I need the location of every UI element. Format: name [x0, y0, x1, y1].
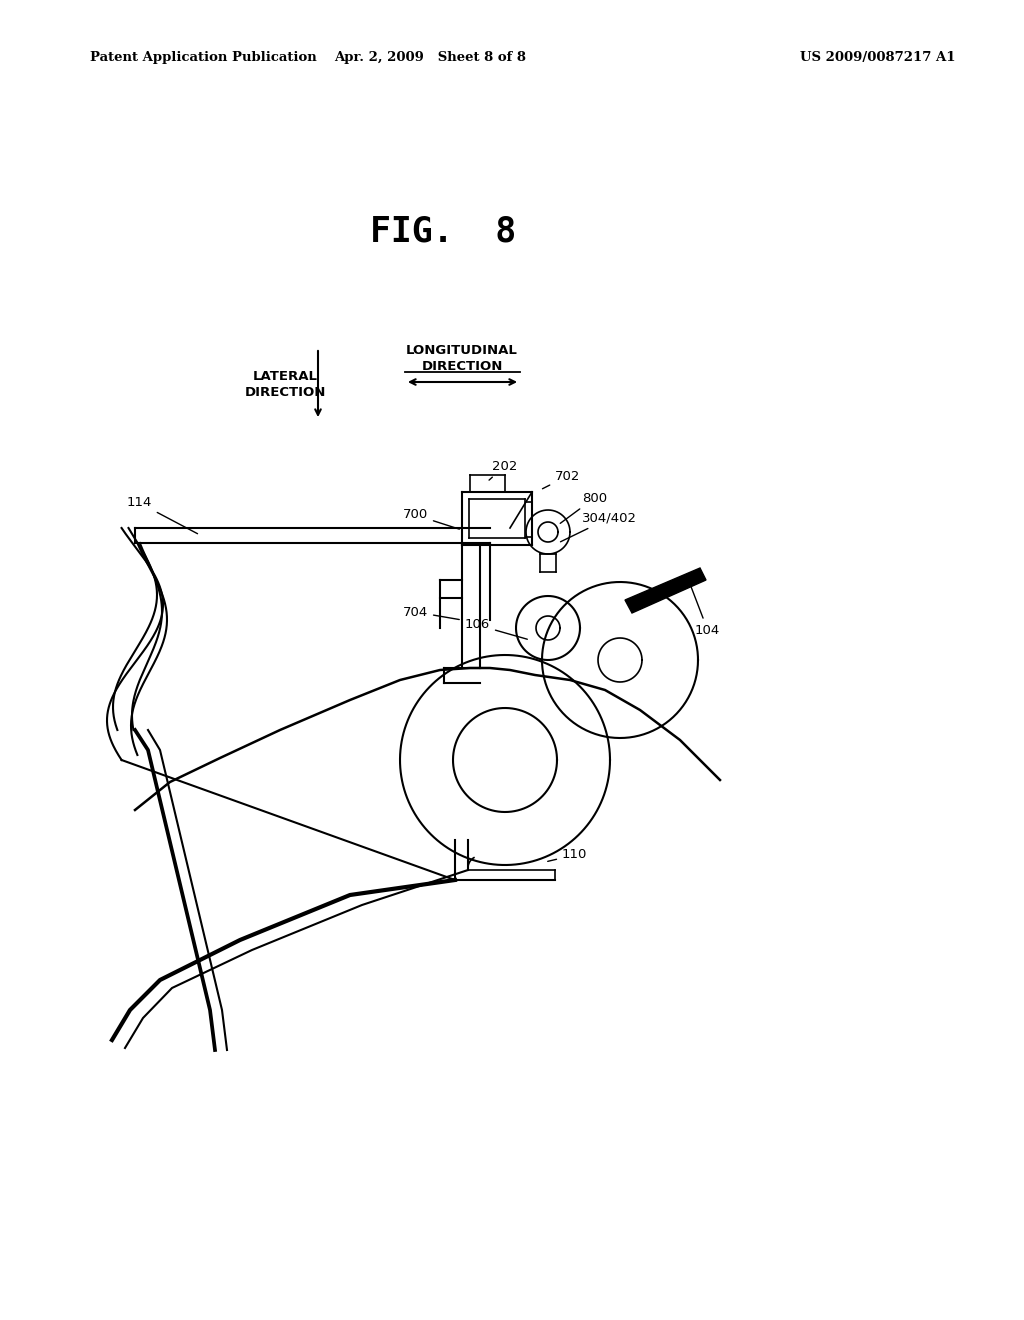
Text: 114: 114 — [127, 496, 198, 533]
Text: 702: 702 — [543, 470, 581, 488]
Text: Apr. 2, 2009   Sheet 8 of 8: Apr. 2, 2009 Sheet 8 of 8 — [334, 50, 526, 63]
Text: LATERAL: LATERAL — [253, 370, 317, 383]
Text: 106: 106 — [465, 619, 527, 639]
Text: 704: 704 — [402, 606, 459, 619]
Text: Patent Application Publication: Patent Application Publication — [90, 50, 316, 63]
Text: FIG.  8: FIG. 8 — [370, 215, 516, 249]
Text: LONGITUDINAL: LONGITUDINAL — [407, 343, 518, 356]
Text: DIRECTION: DIRECTION — [245, 385, 326, 399]
Text: 304/402: 304/402 — [560, 511, 637, 541]
Text: 104: 104 — [691, 586, 720, 636]
Polygon shape — [625, 568, 706, 612]
Text: DIRECTION: DIRECTION — [421, 359, 503, 372]
Text: 800: 800 — [560, 491, 607, 523]
Text: 700: 700 — [402, 508, 460, 529]
Text: 110: 110 — [548, 849, 588, 862]
Text: US 2009/0087217 A1: US 2009/0087217 A1 — [800, 50, 955, 63]
Text: 202: 202 — [489, 459, 517, 480]
